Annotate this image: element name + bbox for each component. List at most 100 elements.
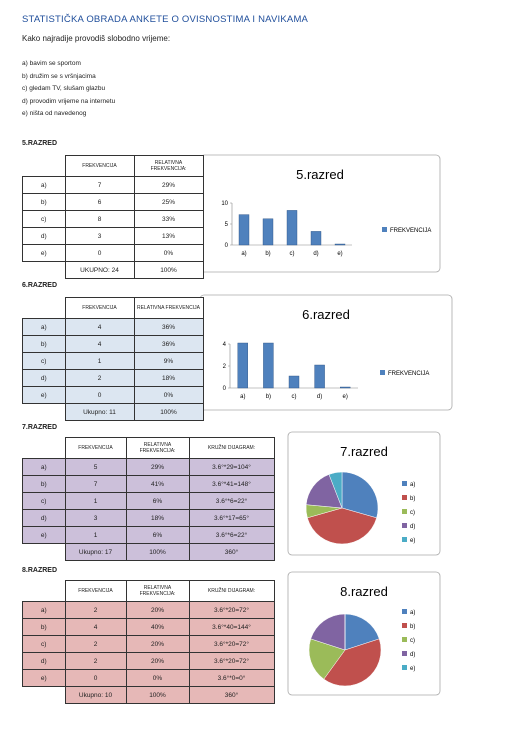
table-cell: 20%	[125, 635, 190, 653]
legend-swatch	[402, 495, 407, 500]
legend-label: FREKVENCIJA	[388, 371, 429, 377]
table-cell: 3.6°*0=0°	[188, 669, 275, 687]
table-cell: d)	[22, 652, 66, 670]
table-cell: c)	[22, 635, 66, 653]
table-cell: 3.6°*41=148°	[188, 475, 275, 493]
table-cell: c)	[22, 352, 66, 370]
total-row: Ukupno: 10 100% 360°	[23, 686, 275, 704]
pie-slice	[308, 638, 346, 680]
table-cell: 4	[64, 335, 135, 353]
data-row: d) 2 20% 3.6°*20=72°	[22, 652, 275, 670]
pie-slice	[307, 507, 377, 545]
table-cell: 0	[64, 244, 135, 262]
section-title: 5.RAZRED	[22, 140, 58, 147]
table-cell: 1	[64, 352, 135, 370]
header-row: FREKVENCIJA RELATIVNA FREKVENCIJA: KRUŽNI …	[23, 437, 275, 459]
table-cell: RELATIVNA FREKVENCIJA:	[133, 155, 204, 177]
legend-swatch	[402, 523, 407, 528]
bar	[238, 214, 250, 246]
data-row: b) 6 25%	[22, 193, 204, 211]
pie-slice	[323, 638, 382, 687]
table-cell: 0%	[125, 669, 190, 687]
y-tick-label: 10	[221, 201, 228, 207]
table-cell: 2	[64, 652, 127, 670]
table-cell: 4	[64, 318, 135, 336]
x-tick-label: d)	[317, 394, 322, 400]
data-row: a) 5 29% 3.6°*29=104°	[22, 458, 275, 476]
bar	[314, 364, 325, 389]
option: c) gledam TV, slušam glazbu	[22, 85, 106, 92]
table-cell: 8	[64, 210, 135, 228]
table-cell: 6%	[125, 526, 190, 544]
x-tick-label: e)	[343, 394, 348, 400]
table-cell: d)	[22, 509, 66, 527]
table-cell: 7	[64, 475, 127, 493]
pie-slice	[341, 471, 379, 519]
chart-title: 8.razred	[340, 584, 388, 599]
legend-label: b)	[410, 496, 415, 502]
table-cell: RELATIVNA FREKVENCIJA	[133, 297, 204, 319]
x-tick-label: c)	[292, 394, 297, 400]
table-cell: 36%	[133, 318, 204, 336]
legend-label: a)	[410, 482, 415, 488]
table-cell: 0%	[133, 244, 204, 262]
table-cell: 25%	[133, 193, 204, 211]
table-cell: 3.6°*20=72°	[188, 635, 275, 653]
chart-title: 7.razred	[340, 444, 388, 459]
legend-swatch	[402, 637, 407, 642]
table-cell: e)	[22, 526, 66, 544]
data-row: d) 3 18% 3.6°*17=65°	[22, 509, 275, 527]
table-cell: 29%	[125, 458, 190, 476]
total-row: Ukupno: 17 100% 360°	[23, 543, 275, 561]
legend-swatch	[402, 609, 407, 614]
blank-cell	[23, 262, 66, 279]
blank-cell	[23, 156, 66, 177]
table-cell: d)	[22, 369, 66, 387]
table-cell: 2	[64, 601, 127, 619]
table-cell: b)	[22, 618, 66, 636]
table-cell: 100%	[125, 686, 190, 704]
legend-swatch	[402, 481, 407, 486]
table-cell: KRUŽNI DIJAGRAM:	[188, 580, 275, 602]
table-cell: KRUŽNI DIJAGRAM:	[188, 437, 275, 459]
table-cell: UKUPNO: 24	[64, 261, 135, 279]
legend-label: e)	[410, 666, 415, 672]
table-cell: 6	[64, 193, 135, 211]
y-tick-label: 2	[223, 364, 227, 370]
table-cell: d)	[22, 227, 66, 245]
table-cell: b)	[22, 335, 66, 353]
bar	[262, 218, 274, 246]
table-cell: 1	[64, 492, 127, 510]
table-cell: 100%	[133, 261, 204, 279]
data-row: d) 3 13%	[22, 227, 204, 245]
data-row: b) 4 36%	[22, 335, 204, 353]
table-cell: Ukupno: 11	[64, 403, 135, 421]
legend-swatch	[380, 370, 385, 375]
option: a) bavim se sportom	[22, 60, 81, 67]
legend-swatch	[402, 509, 407, 514]
legend-swatch	[402, 623, 407, 628]
legend-swatch	[402, 537, 407, 542]
blank-cell	[23, 581, 66, 602]
table-cell: 20%	[125, 652, 190, 670]
data-row: e) 0 0% 3.6°*0=0°	[22, 669, 275, 687]
option: b) družim se s vršnjacima	[22, 72, 96, 80]
x-tick-label: d)	[313, 251, 318, 257]
data-row: d) 2 18%	[22, 369, 204, 387]
header-row: FREKVENCIJA RELATIVNA FREKVENCIJA	[23, 297, 204, 319]
legend-swatch	[402, 651, 407, 656]
table-cell: a)	[22, 601, 66, 619]
table-cell: a)	[22, 458, 66, 476]
bar	[340, 386, 351, 389]
data-row: a) 4 36%	[22, 318, 204, 336]
bar	[288, 375, 300, 389]
table-cell: 3.6°*6=22°	[188, 526, 275, 544]
table-cell: 3	[64, 509, 127, 527]
legend-label: d)	[410, 652, 415, 658]
table-cell: e)	[22, 669, 66, 687]
table-cell: 18%	[133, 369, 204, 387]
bar	[286, 210, 298, 246]
table-cell: 18%	[125, 509, 190, 527]
table-cell: 3	[64, 227, 135, 245]
table-cell: 7	[64, 176, 135, 194]
